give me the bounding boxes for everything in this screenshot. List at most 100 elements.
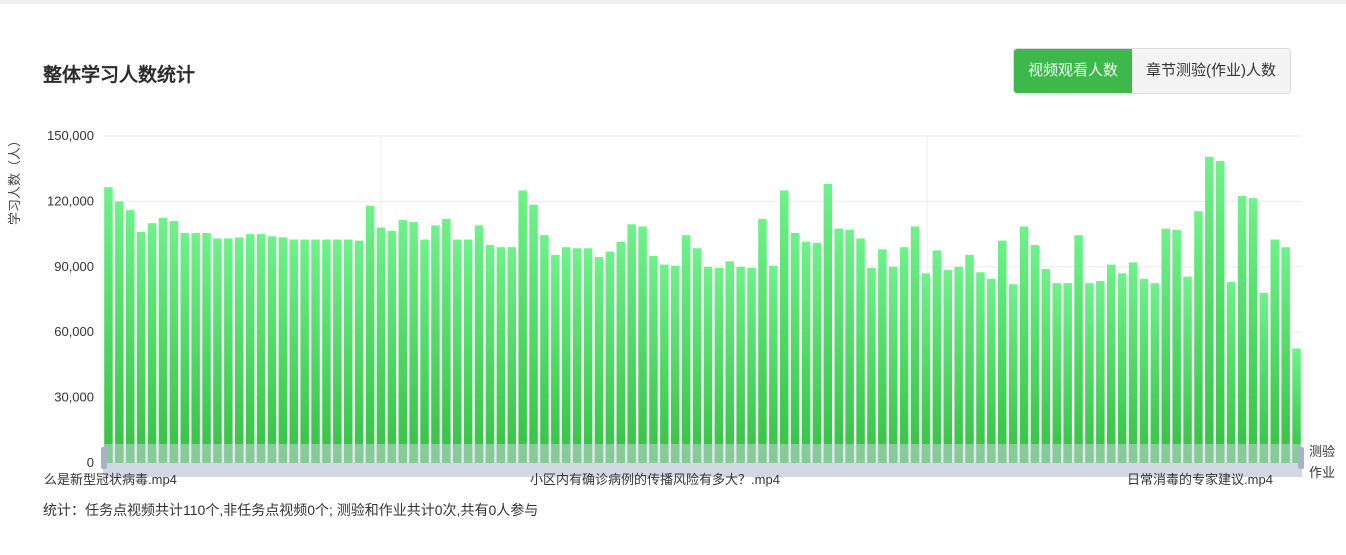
bar[interactable] bbox=[736, 266, 745, 463]
bar[interactable] bbox=[867, 267, 876, 463]
bar[interactable] bbox=[136, 231, 146, 463]
bar[interactable] bbox=[681, 235, 691, 463]
bar[interactable] bbox=[889, 266, 898, 463]
bar[interactable] bbox=[649, 255, 658, 463]
bar[interactable] bbox=[529, 204, 538, 464]
bar[interactable] bbox=[769, 265, 778, 463]
bar[interactable] bbox=[1226, 282, 1236, 463]
bar[interactable] bbox=[1128, 262, 1138, 463]
bar[interactable] bbox=[376, 227, 386, 463]
bar[interactable] bbox=[1194, 211, 1203, 463]
bar[interactable] bbox=[583, 248, 593, 463]
bar[interactable] bbox=[1205, 156, 1214, 463]
bar[interactable] bbox=[1172, 229, 1181, 463]
bar[interactable] bbox=[1281, 247, 1290, 463]
bar[interactable] bbox=[1150, 283, 1160, 463]
bar[interactable] bbox=[714, 267, 724, 463]
bar[interactable] bbox=[1183, 276, 1192, 463]
bar[interactable] bbox=[104, 187, 113, 464]
bar[interactable] bbox=[213, 238, 222, 463]
bar[interactable] bbox=[780, 190, 789, 464]
bar[interactable] bbox=[801, 241, 811, 463]
bar[interactable] bbox=[409, 222, 418, 463]
bar[interactable] bbox=[921, 273, 931, 463]
bar[interactable] bbox=[758, 218, 767, 463]
bar[interactable] bbox=[1030, 245, 1040, 463]
bar[interactable] bbox=[878, 249, 887, 463]
bar[interactable] bbox=[420, 239, 429, 463]
zoom-handle-left[interactable] bbox=[101, 447, 107, 469]
bar[interactable] bbox=[387, 230, 397, 463]
bar[interactable] bbox=[453, 239, 462, 463]
bar[interactable] bbox=[605, 251, 615, 463]
bar[interactable] bbox=[1161, 228, 1171, 463]
bar[interactable] bbox=[169, 221, 179, 463]
bar[interactable] bbox=[1096, 280, 1105, 463]
bar[interactable] bbox=[1019, 226, 1029, 463]
bar[interactable] bbox=[1107, 264, 1116, 463]
bar[interactable] bbox=[126, 210, 135, 463]
bar[interactable] bbox=[442, 218, 451, 463]
bar[interactable] bbox=[932, 250, 942, 463]
bar[interactable] bbox=[1216, 161, 1225, 463]
bar[interactable] bbox=[1139, 278, 1149, 463]
bar[interactable] bbox=[965, 254, 974, 463]
bar[interactable] bbox=[1117, 273, 1127, 463]
bar[interactable] bbox=[1074, 235, 1083, 463]
bar[interactable] bbox=[954, 266, 963, 463]
bar[interactable] bbox=[474, 225, 484, 463]
bar[interactable] bbox=[572, 248, 582, 463]
tab-video-viewers[interactable]: 视频观看人数 bbox=[1014, 49, 1133, 93]
bar[interactable] bbox=[671, 265, 680, 463]
bar[interactable] bbox=[235, 237, 244, 463]
bar[interactable] bbox=[278, 237, 288, 463]
bar[interactable] bbox=[1259, 292, 1269, 463]
bar[interactable] bbox=[834, 228, 844, 463]
bar[interactable] bbox=[518, 190, 527, 464]
bar[interactable] bbox=[594, 256, 604, 463]
bar[interactable] bbox=[311, 239, 320, 463]
zoom-handle-right[interactable] bbox=[1298, 447, 1304, 469]
bar[interactable] bbox=[289, 239, 299, 463]
bar[interactable] bbox=[845, 229, 854, 463]
bar[interactable] bbox=[191, 233, 200, 463]
bar[interactable] bbox=[333, 239, 342, 463]
bar[interactable] bbox=[703, 266, 713, 463]
bar[interactable] bbox=[1237, 195, 1247, 463]
bar[interactable] bbox=[158, 217, 168, 463]
bar[interactable] bbox=[660, 264, 669, 463]
bar[interactable] bbox=[322, 239, 331, 463]
tab-chapter-quiz[interactable]: 章节测验(作业)人数 bbox=[1132, 49, 1291, 93]
bar[interactable] bbox=[147, 223, 157, 463]
bar[interactable] bbox=[1270, 239, 1280, 463]
bar[interactable] bbox=[300, 239, 309, 463]
bar[interactable] bbox=[747, 267, 756, 463]
bar[interactable] bbox=[1292, 348, 1301, 463]
bar[interactable] bbox=[431, 225, 440, 463]
bar[interactable] bbox=[692, 248, 702, 463]
bar[interactable] bbox=[616, 241, 626, 463]
bar[interactable] bbox=[562, 247, 571, 463]
bar[interactable] bbox=[910, 226, 920, 463]
bar[interactable] bbox=[856, 238, 865, 463]
bar[interactable] bbox=[115, 201, 124, 463]
bar[interactable] bbox=[1063, 283, 1072, 463]
bar[interactable] bbox=[344, 239, 353, 463]
bar[interactable] bbox=[823, 183, 833, 463]
bar[interactable] bbox=[354, 240, 364, 463]
bar[interactable] bbox=[987, 278, 996, 463]
zoom-slider-bar[interactable] bbox=[103, 463, 1302, 477]
bar[interactable] bbox=[976, 272, 985, 463]
bar[interactable] bbox=[463, 239, 473, 463]
bar[interactable] bbox=[496, 247, 506, 463]
bar[interactable] bbox=[1041, 268, 1051, 463]
bar[interactable] bbox=[943, 270, 953, 463]
bar[interactable] bbox=[551, 254, 560, 463]
bar[interactable] bbox=[540, 235, 549, 463]
bar[interactable] bbox=[1085, 283, 1094, 463]
bar[interactable] bbox=[1052, 283, 1062, 463]
bar[interactable] bbox=[998, 240, 1007, 463]
bar[interactable] bbox=[485, 245, 495, 463]
bar[interactable] bbox=[725, 261, 735, 463]
bar[interactable] bbox=[267, 236, 277, 463]
